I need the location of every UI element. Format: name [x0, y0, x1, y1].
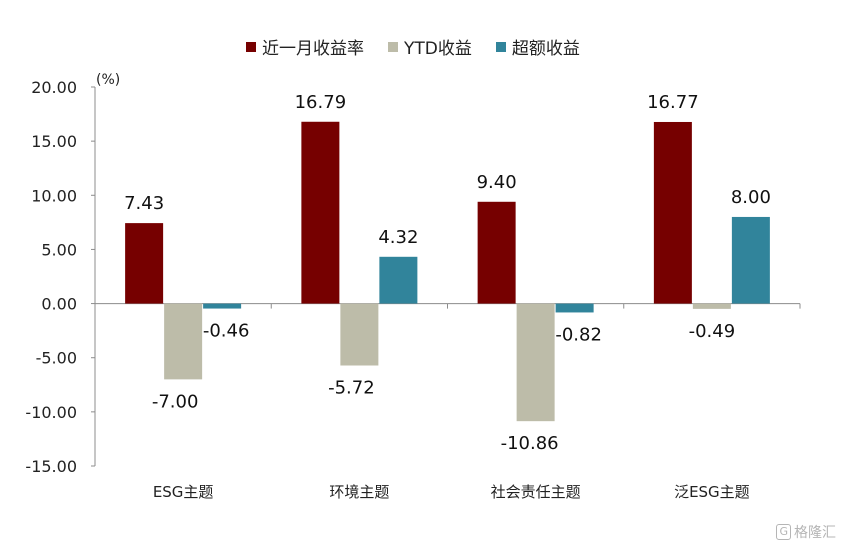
data-label: 16.79 — [295, 92, 347, 113]
legend-item-monthly: 近一月收益率 — [246, 34, 364, 59]
x-category-label: 环境主题 — [329, 483, 389, 501]
watermark-text: 格隆汇 — [794, 525, 836, 541]
bar-monthly — [653, 121, 692, 304]
bar-excess — [555, 303, 594, 313]
data-label: -0.46 — [203, 321, 250, 342]
x-category-label: 社会责任主题 — [491, 483, 581, 501]
data-label: 16.77 — [647, 92, 699, 113]
x-category-label: 泛ESG主题 — [674, 483, 750, 501]
watermark-logo-icon: G — [776, 524, 791, 540]
bar-ytd — [164, 303, 203, 380]
legend-label-excess: 超额收益 — [511, 39, 580, 59]
bar-ytd — [692, 303, 731, 309]
data-label: -10.86 — [501, 433, 559, 454]
bar-excess — [731, 216, 770, 304]
y-tick-label: 10.00 — [31, 186, 77, 205]
bar-excess — [203, 303, 242, 309]
bar-excess — [379, 256, 418, 304]
legend-item-excess: 超额收益 — [495, 34, 580, 59]
bar-ytd — [516, 303, 555, 422]
legend-swatch-excess — [495, 41, 506, 52]
y-tick-label: 5.00 — [41, 240, 77, 259]
data-label: -7.00 — [152, 391, 199, 412]
legend: 近一月收益率 YTD收益 超额收益 — [246, 34, 580, 59]
bar-monthly — [477, 201, 516, 304]
data-label: -5.72 — [328, 378, 375, 399]
legend-swatch-monthly — [246, 41, 256, 52]
y-tick-label: -5.00 — [36, 349, 77, 368]
legend-label-ytd: YTD收益 — [404, 39, 472, 59]
bar-monthly — [301, 121, 340, 304]
bar-monthly — [125, 223, 164, 304]
data-label: -0.49 — [689, 321, 736, 342]
x-category-label: ESG主题 — [153, 483, 214, 501]
data-label: 4.32 — [378, 227, 418, 248]
watermark: G 格隆汇 — [776, 522, 836, 542]
bar-ytd — [340, 303, 379, 366]
y-tick-label: -15.00 — [25, 457, 77, 476]
legend-label-monthly: 近一月收益率 — [262, 39, 364, 59]
y-tick-label: 0.00 — [41, 295, 77, 314]
data-label: 8.00 — [731, 187, 771, 208]
y-tick-label: -10.00 — [25, 403, 77, 422]
y-tick-label: 20.00 — [31, 78, 77, 97]
y-tick-label: 15.00 — [31, 132, 77, 151]
data-label: 9.40 — [477, 172, 517, 193]
legend-swatch-ytd — [388, 41, 398, 52]
data-label: 7.43 — [124, 193, 164, 214]
legend-item-ytd: YTD收益 — [388, 34, 472, 59]
data-label: -0.82 — [555, 324, 602, 345]
y-axis-unit: (%) — [96, 72, 121, 88]
